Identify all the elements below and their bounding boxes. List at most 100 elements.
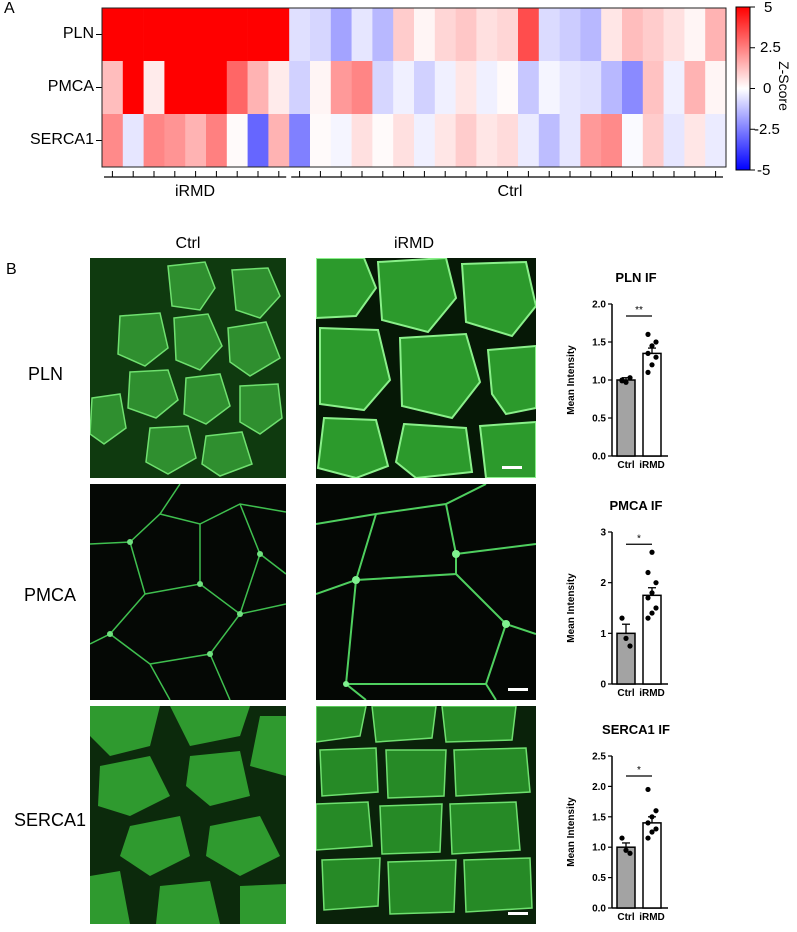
data-point: [619, 378, 625, 384]
x-tick-label: iRMD: [639, 460, 665, 471]
colorbar-tick-label: 0: [763, 80, 772, 97]
heatmap-cell: [538, 114, 560, 168]
heatmap-cell: [434, 8, 456, 62]
heatmap-cell: [185, 8, 207, 62]
heatmap-cell: [476, 61, 498, 115]
heatmap-cell: [601, 61, 623, 115]
heatmap-cell: [434, 114, 456, 168]
micrograph-row-label-pmca: PMCA: [24, 585, 77, 605]
heatmap-cell: [580, 8, 602, 62]
micrograph-serca1-ctrl: [90, 706, 286, 924]
chart-title-serca1: SERCA1 IF: [602, 722, 670, 737]
heatmap-row-label-pmca: PMCA: [47, 78, 94, 95]
heatmap-row-label-serca1: SERCA1: [29, 131, 94, 148]
micrograph-pmca-ctrl: [90, 484, 286, 700]
micrograph-column-header-ctrl: Ctrl: [175, 235, 201, 252]
micrograph-pln-ctrl: [90, 258, 286, 478]
heatmap-cell: [122, 61, 144, 115]
bar-irmd: [642, 352, 662, 457]
heatmap-cell: [663, 61, 685, 115]
heatmap-cell: [580, 61, 602, 115]
data-point: [649, 610, 655, 616]
data-point: [649, 814, 655, 820]
heatmap-cell: [497, 61, 519, 115]
y-axis-label: Mean Intensity: [566, 345, 577, 415]
significance-marker: *: [637, 533, 641, 544]
heatmap-cell: [663, 8, 685, 62]
heatmap-cell: [289, 114, 311, 168]
heatmap-cell: [247, 8, 269, 62]
data-point: [645, 835, 651, 841]
data-point: [649, 590, 655, 596]
bar-chart-pln-if: 0.0 0.5 1.0 1.5 2.0 Mean Intensity Ctrl iRMD **: [566, 300, 668, 471]
heatmap-cell: [310, 8, 332, 62]
colorbar-tick-label: -5: [757, 162, 771, 179]
heatmap-cell: [164, 114, 186, 168]
heatmap-cell: [289, 61, 311, 115]
heatmap-cell: [102, 61, 124, 115]
x-tick-label: Ctrl: [617, 688, 634, 699]
heatmap-cell: [642, 114, 664, 168]
heatmap-cell: [206, 8, 228, 62]
y-axis-label: Mean Intensity: [566, 573, 577, 643]
heatmap-cell: [414, 114, 436, 168]
heatmap-cell: [705, 8, 727, 62]
heatmap-cell: [518, 8, 540, 62]
bar-chart-serca1-if: 0.0 0.5 1.0 1.5 2.0 2.5 Mean Intensity Ctrl iRMD…: [566, 752, 668, 923]
heatmap-group-label-ctrl: Ctrl: [497, 183, 523, 200]
x-tick-label: Ctrl: [617, 460, 634, 471]
colorbar-tick-label: 2.5: [760, 39, 781, 56]
data-point: [619, 835, 625, 841]
heatmap-cell: [372, 8, 394, 62]
heatmap-cell: [538, 61, 560, 115]
heatmap-cell: [330, 114, 352, 168]
micrograph-column-header-irmd: iRMD: [394, 235, 434, 252]
heatmap-cell: [434, 61, 456, 115]
heatmap-cell: [226, 8, 248, 62]
heatmap-cell: [143, 114, 165, 168]
heatmap-cell: [642, 61, 664, 115]
heatmap-cell: [393, 114, 415, 168]
heatmap-cell: [310, 114, 332, 168]
heatmap-cell: [164, 61, 186, 115]
heatmap-cell: [642, 8, 664, 62]
heatmap-cell: [185, 61, 207, 115]
x-tick-label: iRMD: [639, 912, 665, 923]
micrograph-row-label-serca1: SERCA1: [14, 810, 87, 830]
data-point: [653, 808, 659, 814]
y-tick-label: 1.5: [592, 812, 606, 823]
heatmap-cell: [414, 61, 436, 115]
heatmap-cell: [559, 61, 581, 115]
data-point: [627, 850, 633, 856]
micrograph-serca1-irmd: [316, 706, 536, 924]
heatmap-cell: [122, 114, 144, 168]
significance-marker: *: [637, 765, 641, 776]
heatmap-cell: [268, 114, 290, 168]
data-point: [649, 362, 655, 368]
heatmap-cell: [330, 61, 352, 115]
y-tick-label: 2.5: [592, 752, 606, 763]
heatmap-cell: [705, 114, 727, 168]
data-point: [653, 826, 659, 832]
heatmap-cell: [622, 114, 644, 168]
data-point: [645, 595, 651, 601]
y-tick-label: 0.5: [592, 873, 606, 884]
chart-title-pmca: PMCA IF: [609, 498, 663, 513]
heatmap-cell: [393, 61, 415, 115]
heatmap-cell: [102, 8, 124, 62]
panel-letter-b: B: [6, 261, 17, 278]
heatmap-cell: [559, 114, 581, 168]
x-tick-label: iRMD: [639, 688, 665, 699]
data-point: [645, 569, 651, 576]
bar-ctrl: [616, 379, 636, 457]
heatmap-cell: [414, 8, 436, 62]
colorbar-tick-label: 5: [764, 0, 773, 16]
heatmap-cell: [580, 114, 602, 168]
data-point: [653, 354, 659, 360]
bar-ctrl: [616, 846, 636, 909]
heatmap-cell: [518, 61, 540, 115]
heatmap-cell: [538, 8, 560, 62]
heatmap-cell: [247, 61, 269, 115]
data-point: [649, 549, 655, 555]
heatmap-cell: [455, 61, 477, 115]
